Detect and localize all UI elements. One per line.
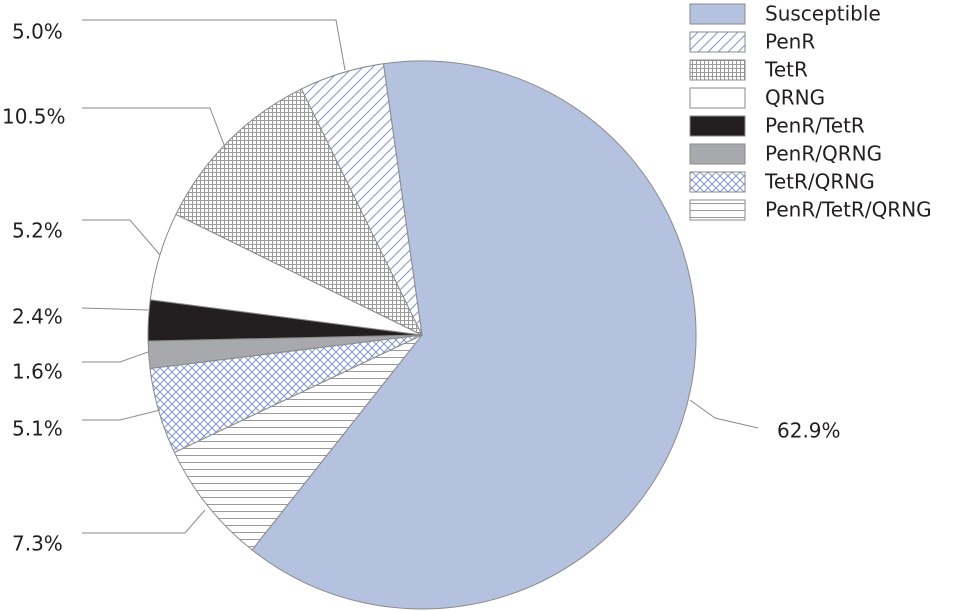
legend-label: TetR/QRNG (764, 170, 875, 194)
leader-line (81, 307, 149, 311)
legend-swatch (689, 31, 746, 53)
leader-line (82, 409, 161, 421)
legend-swatch (689, 199, 746, 221)
data-label: 5.2% (12, 219, 63, 243)
leader-line (82, 107, 227, 151)
data-label: 5.1% (12, 417, 63, 441)
data-label: 62.9% (777, 419, 841, 443)
pie-slice (300, 63, 423, 336)
data-label: 10.5% (2, 105, 66, 129)
legend-label: PenR/TetR/QRNG (765, 198, 932, 222)
leader-line (82, 509, 206, 534)
pie-slice (175, 88, 424, 337)
data-label: 2.4% (12, 305, 63, 329)
legend-label: PenR/QRNG (765, 142, 882, 166)
leader-line (689, 399, 759, 429)
legend-swatch (689, 3, 746, 25)
data-label: 7.3% (12, 532, 63, 556)
legend-label: QRNG (765, 86, 825, 110)
legend-swatch (689, 87, 746, 109)
leader-line (82, 351, 149, 363)
data-label: 1.6% (12, 360, 63, 384)
legend-swatch (689, 115, 746, 137)
legend-swatch (689, 143, 746, 165)
data-label: 5.0% (12, 20, 63, 44)
pie-slice (251, 60, 697, 610)
leader-line (82, 219, 161, 256)
legend-swatch (689, 59, 746, 81)
legend-label: PenR (765, 30, 815, 54)
leader-line (82, 19, 346, 71)
legend-label: TetR (764, 58, 808, 82)
legend-swatch (689, 171, 746, 193)
legend-label: Susceptible (765, 2, 881, 26)
legend-label: PenR/TetR (765, 114, 865, 138)
pie-slice (173, 334, 423, 551)
